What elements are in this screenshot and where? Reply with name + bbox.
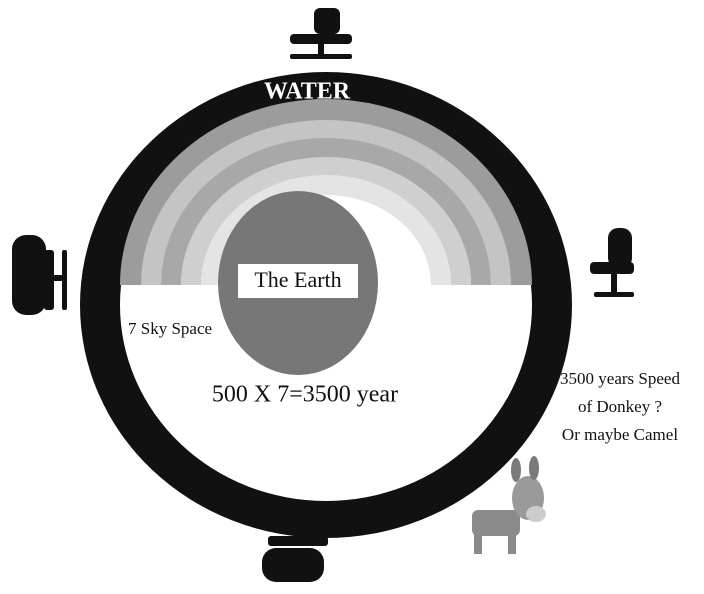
diagram: The Earth WATER 7 Sky Space 500 X 7=3500… <box>0 0 704 594</box>
chair-top <box>290 8 352 59</box>
note-line: of Donkey ? <box>578 397 662 416</box>
water-label: WATER <box>264 79 351 105</box>
chair-right <box>590 228 634 297</box>
note: 3500 years Speed of Donkey ? Or maybe Ca… <box>560 369 680 444</box>
earth-label: The Earth <box>254 267 341 292</box>
note-line: Or maybe Camel <box>562 425 678 444</box>
note-line: 3500 years Speed <box>560 369 680 388</box>
sky-label: 7 Sky Space <box>128 319 212 338</box>
chair-left <box>12 235 67 315</box>
calculation: 500 X 7=3500 year <box>212 382 398 408</box>
